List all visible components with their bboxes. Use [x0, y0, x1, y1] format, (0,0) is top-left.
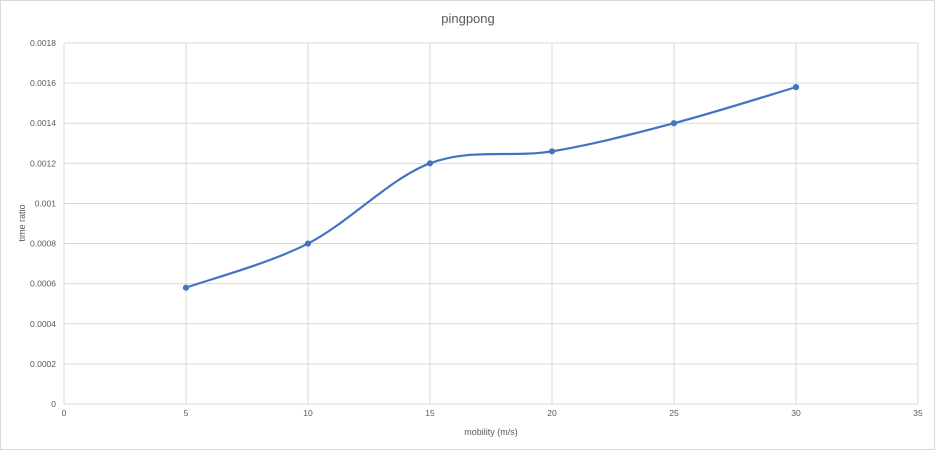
y-tick-label: 0.0016 — [30, 78, 56, 88]
x-tick-label: 20 — [547, 408, 557, 418]
x-axis-ticks: 0 5 10 15 20 25 30 35 — [62, 408, 923, 418]
y-tick-label: 0.0004 — [30, 319, 56, 329]
data-point — [670, 120, 678, 127]
y-tick-label: 0 — [51, 399, 56, 409]
y-tick-label: 0.001 — [35, 198, 57, 208]
y-tick-label: 0.0012 — [30, 158, 56, 168]
y-tick-label: 0.0002 — [30, 359, 56, 369]
x-tick-label: 5 — [184, 408, 189, 418]
series-layer — [182, 84, 800, 291]
y-tick-label: 0.0018 — [30, 38, 56, 48]
gridlines — [63, 42, 919, 405]
x-tick-label: 15 — [425, 408, 435, 418]
data-point — [426, 160, 434, 167]
y-tick-label: 0.0014 — [30, 118, 56, 128]
data-point — [304, 240, 312, 247]
y-axis-ticks: 0 0.0002 0.0004 0.0006 0.0008 0.001 0.0012 0.00… — [30, 38, 56, 409]
series-line — [184, 86, 798, 289]
x-axis-label: mobility (m/s) — [464, 427, 518, 437]
x-tick-label: 0 — [62, 408, 67, 418]
y-tick-label: 0.0006 — [30, 279, 56, 289]
chart-title: pingpong — [441, 11, 495, 26]
y-axis-label: time ratio — [17, 204, 27, 241]
data-point — [182, 284, 190, 291]
y-tick-label: 0.0008 — [30, 239, 56, 249]
x-tick-label: 35 — [913, 408, 923, 418]
x-tick-label: 10 — [303, 408, 313, 418]
x-tick-label: 30 — [791, 408, 801, 418]
data-point — [792, 84, 800, 91]
x-tick-label: 25 — [669, 408, 679, 418]
data-point — [548, 148, 556, 155]
